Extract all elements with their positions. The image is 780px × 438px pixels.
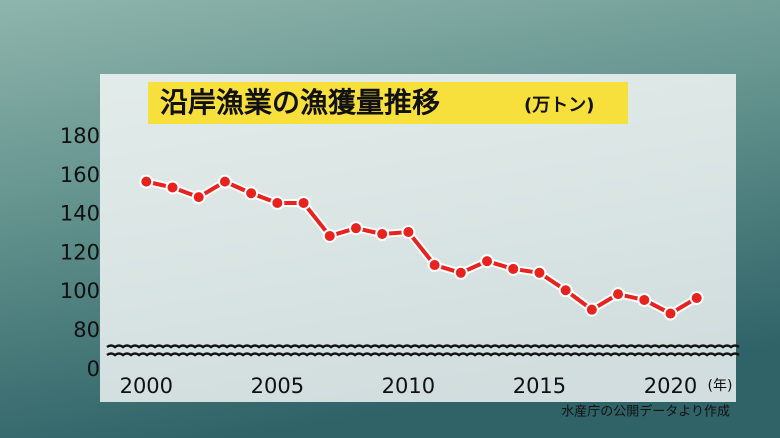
- x-tick-label: 2000: [120, 374, 173, 398]
- point: [532, 265, 547, 280]
- y-tick-label: 80: [73, 318, 100, 342]
- point: [558, 283, 573, 298]
- y-tick-label: 140: [60, 202, 100, 226]
- point: [637, 292, 652, 307]
- unit-label: (万トン): [524, 95, 594, 116]
- point: [270, 195, 285, 210]
- point: [375, 227, 390, 241]
- y-tick-label: 0: [87, 357, 100, 381]
- y-tick-label: 180: [60, 124, 100, 148]
- point: [689, 291, 704, 306]
- x-tick-label: 2015: [513, 374, 566, 398]
- y-tick-label: 120: [60, 240, 100, 264]
- x-axis-label: (年): [708, 378, 733, 394]
- point: [348, 221, 363, 236]
- point: [506, 261, 521, 276]
- point: [191, 190, 206, 205]
- point: [217, 174, 232, 189]
- point: [165, 180, 180, 195]
- point: [611, 287, 626, 302]
- axis-break: [106, 352, 740, 357]
- axis-break: [106, 344, 740, 349]
- x-tick-label: 2020: [644, 374, 697, 398]
- point: [244, 186, 259, 201]
- point: [296, 195, 311, 210]
- x-tick-label: 2010: [382, 374, 435, 398]
- point: [663, 306, 678, 321]
- point: [322, 228, 337, 243]
- source: 水産庁の公開データより作成: [561, 404, 730, 420]
- title-box: [148, 82, 628, 124]
- point: [480, 254, 495, 269]
- point: [401, 225, 416, 240]
- x-tick-label: 2005: [251, 374, 304, 398]
- point: [584, 302, 599, 317]
- point: [139, 174, 154, 189]
- point: [453, 265, 468, 280]
- y-tick-label: 160: [60, 163, 100, 187]
- line: [145, 179, 698, 316]
- chart-title: 沿岸漁業の漁獲量推移: [160, 86, 440, 119]
- point: [427, 258, 442, 273]
- y-tick-label: 100: [60, 279, 100, 303]
